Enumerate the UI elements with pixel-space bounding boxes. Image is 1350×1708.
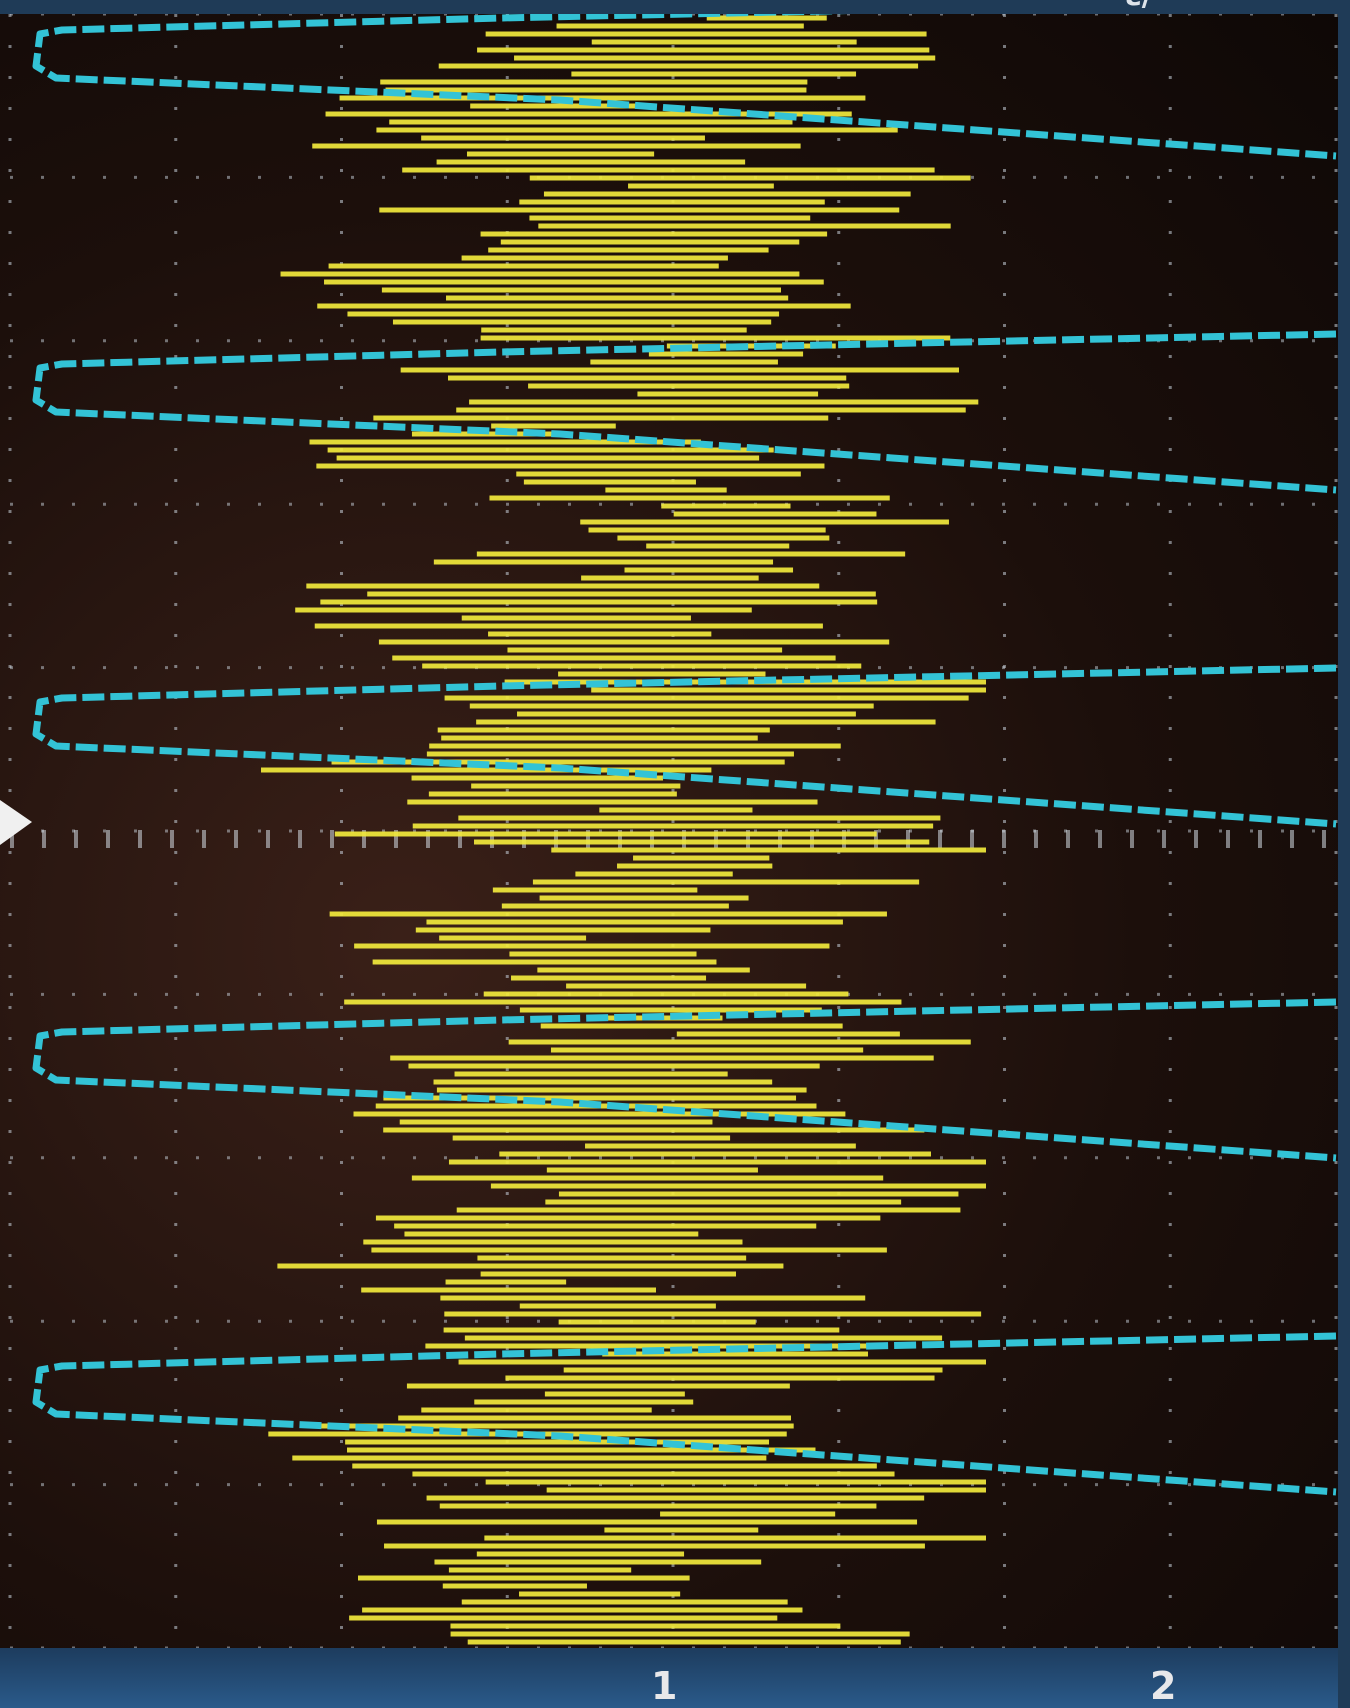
ch2-sweep	[32, 330, 1337, 494]
ch2-trace	[32, 0, 1337, 1496]
ch2-marker-label: 2	[1150, 1664, 1177, 1708]
top-corner-text: ɛ/	[1125, 0, 1153, 13]
triangle-right-icon	[0, 800, 32, 845]
screen-bezel-top	[0, 0, 1350, 14]
trigger-marker-label: 1	[651, 1664, 678, 1708]
ch2-sweep	[32, 664, 1337, 828]
screen-bezel-bottom	[0, 1648, 1350, 1708]
ch2-sweep	[32, 1332, 1337, 1496]
ch2-sweep	[32, 998, 1337, 1162]
screen-bezel-right	[1338, 0, 1350, 1708]
ch2-sweep	[32, 0, 1337, 160]
